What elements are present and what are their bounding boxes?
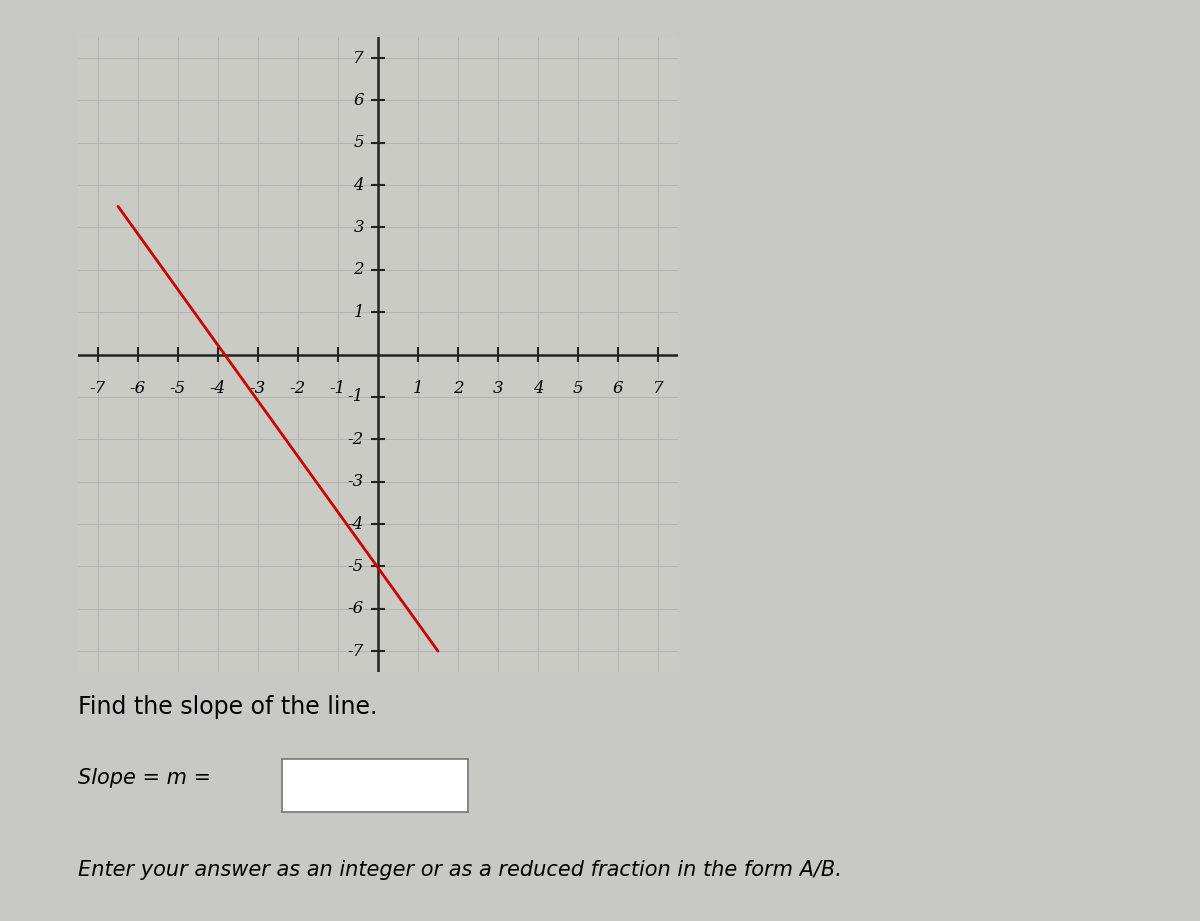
Text: -5: -5: [348, 558, 364, 575]
Text: 2: 2: [452, 380, 463, 397]
Text: -4: -4: [210, 380, 226, 397]
Text: 4: 4: [353, 177, 364, 193]
Text: 3: 3: [353, 219, 364, 236]
Text: 7: 7: [653, 380, 664, 397]
Text: -6: -6: [348, 600, 364, 617]
Text: -2: -2: [290, 380, 306, 397]
Text: -3: -3: [250, 380, 266, 397]
Text: Find the slope of the line.: Find the slope of the line.: [78, 695, 377, 719]
Text: Slope = m =: Slope = m =: [78, 768, 211, 788]
Text: 6: 6: [613, 380, 623, 397]
Text: 6: 6: [353, 92, 364, 109]
Text: 7: 7: [353, 50, 364, 66]
Text: 2: 2: [353, 262, 364, 278]
Text: -7: -7: [90, 380, 106, 397]
Text: 1: 1: [353, 304, 364, 321]
Text: -1: -1: [348, 389, 364, 405]
Text: 5: 5: [572, 380, 583, 397]
Text: 3: 3: [493, 380, 503, 397]
Text: -1: -1: [330, 380, 346, 397]
Text: 4: 4: [533, 380, 544, 397]
Text: -7: -7: [348, 643, 364, 659]
Text: -2: -2: [348, 431, 364, 448]
Text: 5: 5: [353, 134, 364, 151]
Text: Enter your answer as an integer or as a reduced fraction in the form A/B.: Enter your answer as an integer or as a …: [78, 859, 842, 880]
Text: -5: -5: [170, 380, 186, 397]
Text: -4: -4: [348, 516, 364, 532]
Text: -3: -3: [348, 473, 364, 490]
Text: 1: 1: [413, 380, 424, 397]
Text: -6: -6: [130, 380, 146, 397]
